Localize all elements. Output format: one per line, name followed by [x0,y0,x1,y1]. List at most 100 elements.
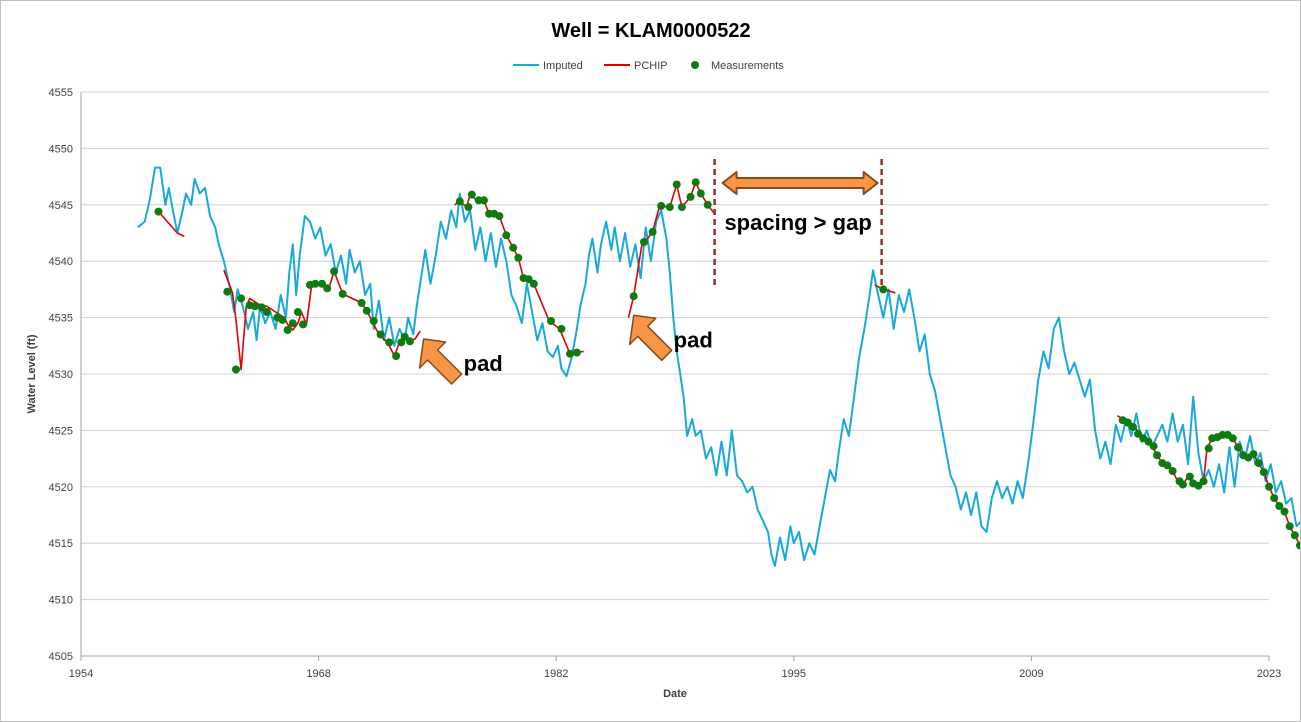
y-tick-label: 4505 [49,651,73,663]
measurement-point [547,317,555,325]
measurement-point [376,330,385,339]
y-tick-label: 4530 [49,369,73,381]
measurement-point [696,189,705,198]
measurement-point [318,279,326,288]
measurement-point [1259,468,1268,477]
x-tick-label: 1954 [69,668,93,680]
measurement-point [250,302,259,311]
series-measurements [154,178,1300,550]
measurement-point [311,279,320,288]
measurement-point [1280,507,1289,516]
measurement-point [405,337,414,346]
measurement-point [703,200,712,209]
y-tick-label: 4540 [49,256,73,268]
x-axis-label: Date [663,688,687,700]
measurement-point [262,308,271,316]
legend-measurements-swatch [691,61,699,69]
y-tick-label: 4510 [49,595,73,607]
measurement-point [237,294,246,303]
gap-double-arrow [721,171,879,195]
measurement-point [1194,481,1203,490]
measurement-point [369,317,378,325]
measurement-point [283,326,292,334]
measurement-point [330,267,339,276]
y-tick-label: 4535 [49,313,73,325]
measurement-point [495,212,504,221]
measurement-point [1270,494,1279,503]
measurement-point [572,348,581,357]
gridlines [80,91,1269,657]
x-tick-label: 1968 [306,668,330,680]
measurement-point [1265,482,1273,491]
measurement-point [879,285,888,294]
measurement-point [1228,434,1237,443]
measurement-point [357,298,366,307]
measurement-point [385,338,394,347]
measurement-point [1185,472,1194,481]
measurement-point [514,253,523,262]
y-tick-label: 4555 [49,87,73,99]
measurement-point [657,201,666,210]
pad-arrow-0 [418,338,463,385]
pchip-segment [157,211,185,238]
x-tick-label: 2009 [1019,668,1043,680]
measurement-point [154,207,163,216]
measurement-point [691,178,700,187]
measurement-point [299,320,308,329]
measurement-point [257,303,266,312]
measurement-point [455,197,464,206]
y-axis-label: Water Level (ft) [26,334,38,413]
legend-pchip-label: PCHIP [634,60,668,72]
measurement-point [648,227,657,236]
measurement-point [362,306,371,315]
y-tick-label: 4520 [49,482,73,494]
x-axis-ticks: 1954 1968 1982 1995 2009 2023 [69,656,1281,680]
x-tick-label: 1995 [782,668,806,680]
y-axis-ticks: 4505 4510 4515 4520 4525 4530 4535 4540 4545 4550… [49,87,73,663]
measurement-point [1290,531,1299,540]
y-tick-label: 4515 [49,538,73,550]
measurement-point [529,279,538,288]
measurement-point [1234,443,1242,452]
measurement-point [293,308,302,316]
measurement-point [502,231,511,240]
measurement-point [1123,418,1132,427]
measurement-point [1275,502,1284,510]
measurement-point [1254,459,1263,468]
measurement-point [1285,522,1294,531]
measurement-point [288,319,297,328]
y-tick-label: 4545 [49,200,73,212]
measurement-point [509,243,518,252]
measurement-point [278,315,287,324]
measurement-point [232,365,240,374]
measurement-point [1199,477,1208,486]
measurement-point [1163,461,1172,470]
measurement-point [1296,541,1300,550]
measurement-point [672,180,681,189]
measurement-point [686,192,695,201]
series-pchip [157,181,1300,547]
legend-measurements-label: Measurements [711,60,784,72]
y-tick-label: 4525 [49,425,73,437]
chart-title: Well = KLAM0000522 [551,20,750,42]
measurement-point [1129,423,1137,431]
measurement-point [566,349,574,358]
annotations: pad pad spacing > gap [418,159,883,385]
x-tick-label: 2023 [1257,668,1281,680]
measurement-point [629,292,638,301]
measurement-point [640,238,648,246]
measurement-point [479,196,488,205]
measurement-point [557,324,566,333]
spacing-gap-label: spacing > gap [724,210,871,235]
measurement-point [392,352,401,360]
series-imputed [137,166,1300,567]
measurement-point [223,287,232,296]
pad-label: pad [464,351,503,376]
measurement-point [467,190,476,199]
measurement-point [1134,429,1143,438]
measurement-point [464,203,473,212]
measurement-point [524,275,533,284]
measurement-point [1153,451,1162,460]
